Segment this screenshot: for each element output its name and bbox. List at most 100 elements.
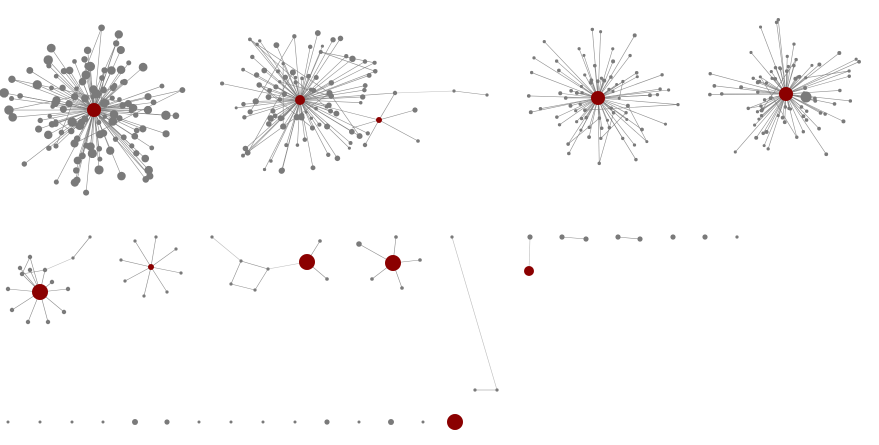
star-4-leaf-node — [757, 117, 761, 121]
star-3-leaf-node — [663, 122, 668, 126]
star-3-leaf-node — [624, 110, 628, 115]
star-3-leaf-node — [574, 109, 578, 113]
star-2-edge — [299, 32, 319, 101]
star-1-leaf-node — [83, 142, 90, 149]
star-1-leaf-node — [60, 67, 68, 75]
star-3-leaf-node — [611, 59, 616, 64]
star-2-edge — [270, 99, 301, 162]
small-star-1-edge — [21, 256, 31, 275]
star-1-leaf-node — [138, 62, 148, 72]
star-2-edge — [245, 99, 301, 149]
star-2-edge — [297, 99, 301, 146]
star-3-edge — [597, 97, 600, 164]
star-1-leaf-node — [120, 134, 127, 141]
star-1-leaf-node — [179, 87, 186, 93]
star-3-edge — [559, 97, 599, 126]
star-2-cross-edge — [249, 39, 331, 112]
isolate-node — [261, 420, 265, 424]
star-1-leaf-node — [70, 139, 79, 148]
star-1-leaf-node — [98, 24, 105, 32]
star-1-leaf-node — [103, 99, 110, 106]
star-3-leaf-node — [625, 118, 629, 122]
star-1-leaf-node — [100, 86, 107, 94]
star-3-edge — [597, 89, 669, 99]
small-star-1-leaf-node — [17, 265, 23, 271]
star-3-leaf-node — [538, 106, 543, 111]
star-2-leaf-node — [358, 100, 363, 105]
star-2-edge — [252, 56, 301, 101]
star-1-leaf-node — [96, 145, 103, 152]
star-1-leaf-node — [8, 113, 17, 122]
star-4-edge — [710, 73, 787, 95]
star-4-leaf-node — [766, 147, 770, 151]
star-3-leaf-node — [615, 82, 619, 86]
long-chain-edge — [451, 236, 498, 391]
star-1-leaf-node — [117, 97, 122, 102]
square-node — [229, 282, 233, 286]
star-2-edge — [299, 92, 396, 101]
isolate-node — [293, 420, 297, 424]
star-1-edge — [40, 109, 95, 121]
star-4-leaf-node — [764, 130, 769, 134]
star-1-leaf-node — [46, 145, 52, 151]
long-chain-node — [473, 388, 477, 392]
star-3-edge — [533, 57, 599, 99]
star-3-edge — [583, 55, 599, 99]
star-3-leaf-node — [602, 78, 607, 83]
star-2-leaf-node — [328, 93, 335, 99]
star-1-leaf-node — [83, 46, 92, 55]
star-4-edge — [735, 93, 787, 153]
star-4-edge — [785, 70, 850, 95]
star-3-leaf-node — [590, 27, 595, 32]
star-4-cross-edge — [761, 59, 797, 111]
star-4-leaf-node — [776, 17, 780, 22]
small-star-2-leaf-node — [133, 239, 137, 243]
star-1-edge — [82, 109, 95, 156]
star-2-secondary-hub-node — [376, 117, 382, 123]
star-2-edge — [299, 39, 334, 101]
isolate-hub-node — [447, 414, 463, 430]
star-3-leaf-node — [658, 87, 662, 91]
star-3-edge — [597, 97, 679, 105]
star-4-leaf-node — [739, 85, 744, 90]
star-3-cross-edge — [600, 112, 627, 139]
star-2-leaf-node — [281, 91, 287, 97]
star-2-leaf-node — [278, 167, 285, 174]
small-star-1-edge — [21, 269, 46, 275]
star-3-leaf-node — [605, 118, 610, 122]
star-4-leaf-node — [847, 74, 851, 78]
star-4-leaf-node — [794, 57, 798, 62]
star-2-leaf-node — [278, 80, 282, 84]
star-2-leaf-node — [392, 90, 398, 96]
star-1-leaf-node — [114, 30, 123, 39]
star-3-leaf-node — [587, 125, 591, 130]
isolate-node — [735, 235, 739, 239]
star-3-leaf-node — [628, 53, 632, 58]
star-4-leaf-node — [780, 115, 785, 120]
star-4-leaf-node — [769, 70, 773, 74]
star-1-leaf-node — [68, 127, 75, 135]
small-star-2-edge — [150, 248, 177, 268]
star-1-edge — [93, 109, 167, 135]
small-star-1-leaf-node — [65, 286, 71, 292]
star-3-leaf-node — [567, 151, 571, 156]
pair-hub-node — [524, 266, 534, 276]
star-4-leaf-node — [785, 54, 789, 59]
square-edge — [230, 283, 256, 291]
star-2-leaf-node — [266, 121, 272, 127]
star-1-leaf-node — [9, 96, 15, 102]
star-1-leaf-node — [58, 129, 65, 136]
star-4-leaf-node — [768, 96, 773, 101]
star-2-leaf-node — [412, 107, 418, 113]
small-star-2-leaf-node — [123, 279, 127, 283]
star-3-cross-edge — [598, 112, 614, 164]
star-1-leaf-node — [133, 150, 140, 157]
star-4-leaf-node — [832, 102, 837, 106]
star-4-leaf-node — [801, 114, 806, 119]
star-4-edge — [750, 52, 787, 95]
star-3-leaf-node — [529, 70, 534, 75]
star-1-leaf-node — [17, 93, 23, 99]
star-2-leaf-node — [310, 165, 316, 171]
star-2-edge — [378, 92, 396, 121]
star-1-leaf-node — [72, 59, 77, 64]
